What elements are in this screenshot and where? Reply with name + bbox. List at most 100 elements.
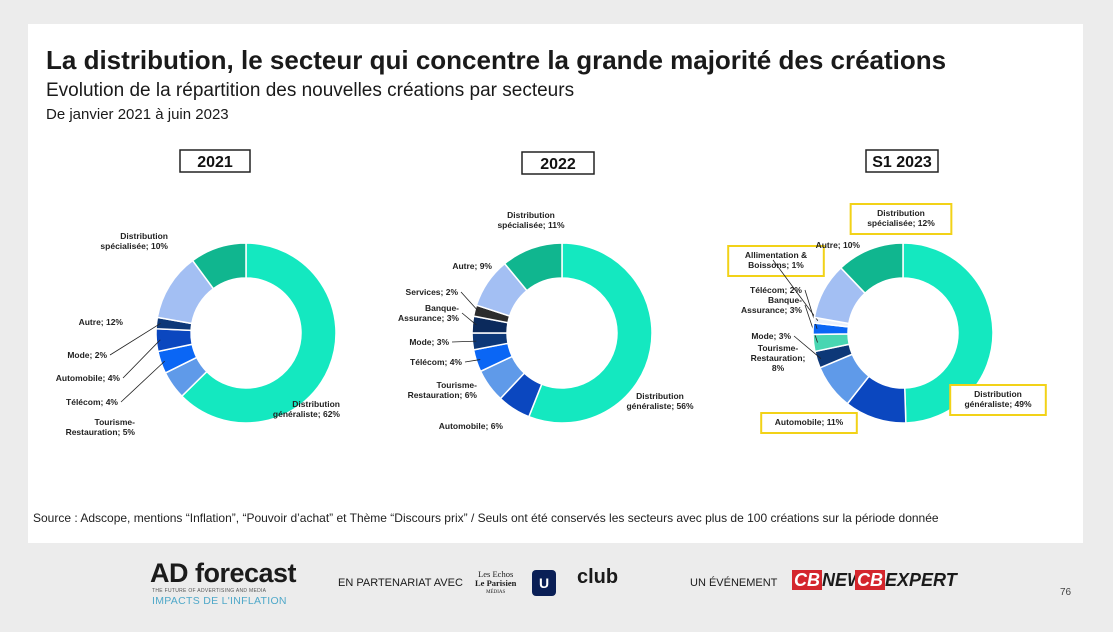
slice-label-mode: Mode; 3% <box>751 331 791 341</box>
slice-label-banque-assurance: Banque-Assurance; 3% <box>398 303 459 323</box>
donut-hole <box>507 278 617 388</box>
slice-label-line: Tourisme- <box>437 380 478 390</box>
slice-label-line: Distribution <box>120 231 168 241</box>
slice-label-line: Autre; 12% <box>79 317 124 327</box>
adforecast-logo: AD forecast <box>150 558 297 588</box>
slice-label-line: généraliste; 49% <box>964 399 1032 409</box>
slice-label-line: Automobile; 4% <box>56 373 121 383</box>
slice-label-mode: Mode; 2% <box>67 350 107 360</box>
slice-label-line: spécialisée; 11% <box>497 220 565 230</box>
page-number: 76 <box>1060 587 1072 598</box>
highlight-box <box>760 412 858 434</box>
adforecast-subtitle: IMPACTS DE L'INFLATION <box>152 595 287 607</box>
slice-label-line: Mode; 3% <box>409 337 449 347</box>
slice-label-tourisme-restauration: Tourisme-Restauration; 6% <box>408 380 478 400</box>
adforecast-tagline: THE FUTURE OF ADVERTISING AND MEDIA <box>152 588 267 594</box>
slice-label-telecom: Télécom; 4% <box>66 397 118 407</box>
slice-label-line: spécialisée; 12% <box>867 218 935 228</box>
chart-title: 2022 <box>540 156 576 173</box>
slice-label-line: Distribution <box>877 208 925 218</box>
donut-hole <box>848 278 958 388</box>
slice-label-line: Restauration; <box>751 353 806 363</box>
leader-line <box>464 359 481 363</box>
slice-label-line: généraliste; 56% <box>626 401 694 411</box>
slice-label-telecom: Télécom; 2% <box>750 285 802 295</box>
slice-label-line: Automobile; 6% <box>439 421 504 431</box>
highlight-box <box>949 384 1047 416</box>
leader-line <box>451 340 477 343</box>
slice-label-line: Télécom; 2% <box>750 285 802 295</box>
slice-label-autre: Autre; 12% <box>79 317 124 327</box>
leader-line <box>122 339 161 379</box>
slice-label-line: Services; 2% <box>406 287 459 297</box>
slice-label-line: Allimentation & <box>745 250 807 260</box>
slice-label-line: Restauration; 6% <box>408 390 478 400</box>
slice-label-line: 8% <box>772 363 785 373</box>
slice-label-line: Assurance; 3% <box>398 313 459 323</box>
leader-line <box>772 259 819 321</box>
slice-label-line: Distribution <box>507 210 555 220</box>
slide-subtitle: Evolution de la répartition des nouvelle… <box>46 80 575 101</box>
chart-title: 2021 <box>197 154 233 171</box>
date-range: De janvier 2021 à juin 2023 <box>46 106 229 123</box>
slice-label-line: Restauration; 5% <box>66 427 136 437</box>
lesechos-logo: Les Echos Le Parisien MÉDIAS <box>475 569 517 596</box>
slice-label-autre: Autre; 9% <box>452 261 492 271</box>
slice-label-line: Autre; 10% <box>816 240 861 250</box>
chart-title: S1 2023 <box>872 154 932 171</box>
leader-line <box>804 304 818 343</box>
slice-label-line: Automobile; 11% <box>775 417 844 427</box>
slice-label-banque-assurance: Banque-Assurance; 3% <box>741 295 802 315</box>
leader-line <box>460 291 479 312</box>
slice-label-services: Services; 2% <box>406 287 459 297</box>
slice-label-alimentation-boissons: Allimentation &Boissons; 1% <box>727 245 825 277</box>
slice-label-line: Distribution <box>974 389 1022 399</box>
slice-label-line: spécialisée; 10% <box>100 241 168 251</box>
slice-label-automobile: Automobile; 11% <box>760 412 858 434</box>
club-logo: club <box>577 566 619 588</box>
cbexpert-logo: CB EXPERT <box>855 570 957 590</box>
chart-title-box <box>179 149 251 173</box>
slice-label-line: Tourisme- <box>758 343 799 353</box>
slice-label-line: Assurance; 3% <box>741 305 802 315</box>
slice-label-line: Tourisme- <box>95 417 136 427</box>
highlight-box <box>849 203 953 235</box>
slice-label-line: Télécom; 4% <box>410 357 462 367</box>
leader-line <box>109 323 161 356</box>
slice-label-line: généraliste; 62% <box>273 409 341 419</box>
partner-label: EN PARTENARIAT AVEC <box>338 577 463 589</box>
slice-label-line: Mode; 3% <box>751 331 791 341</box>
leader-line <box>120 360 166 403</box>
slice-label-line: Distribution <box>292 399 340 409</box>
slice-label-line: Télécom; 4% <box>66 397 118 407</box>
highlight-box <box>727 245 825 277</box>
slice-label-tourisme-restauration: Tourisme-Restauration; 5% <box>66 417 136 437</box>
slice-label-line: Banque- <box>425 303 459 313</box>
slice-label-tourisme-restauration: Tourisme-Restauration;8% <box>751 343 806 373</box>
slice-label-line: Autre; 9% <box>452 261 492 271</box>
udecam-logo: U <box>532 570 556 596</box>
slice-label-line: Mode; 2% <box>67 350 107 360</box>
slice-label-mode: Mode; 3% <box>409 337 449 347</box>
event-label: UN ÉVÉNEMENT <box>690 577 778 589</box>
source-note: Source : Adscope, mentions “Inflation”, … <box>33 511 939 525</box>
chart-title-box <box>521 151 595 175</box>
leader-line <box>793 335 822 359</box>
slide-title: La distribution, le secteur qui concentr… <box>46 45 947 75</box>
leader-line <box>461 312 477 326</box>
slice-label-autre: Autre; 10% <box>816 240 861 250</box>
slice-label-line: Distribution <box>636 391 684 401</box>
chart-title-box <box>865 149 939 173</box>
slice-label-automobile: Automobile; 6% <box>439 421 504 431</box>
donut-hole <box>191 278 301 388</box>
